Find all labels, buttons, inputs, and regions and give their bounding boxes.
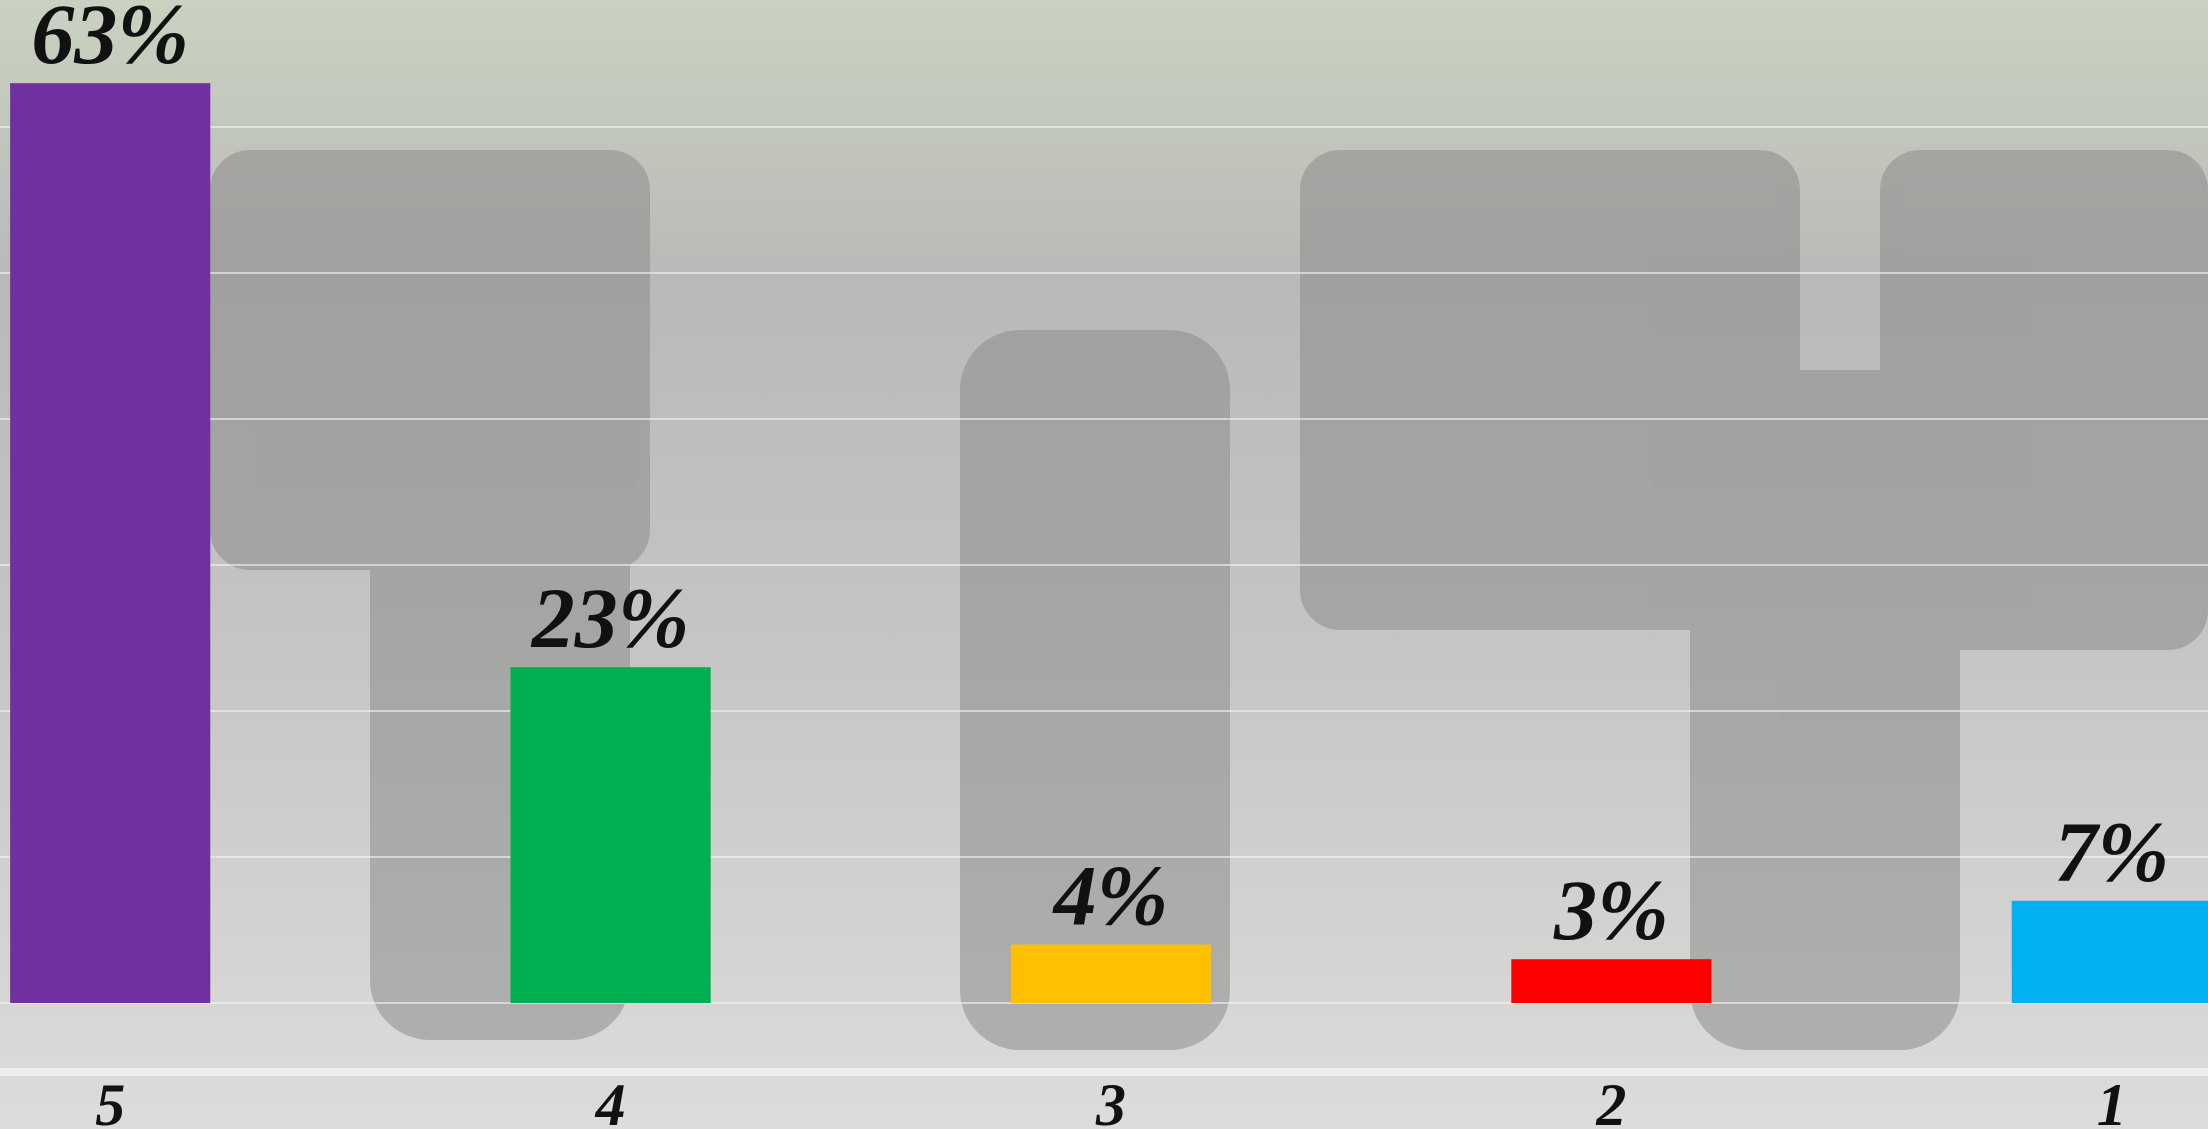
bar xyxy=(10,83,211,1003)
value-label: 23% xyxy=(530,570,690,666)
x-tick-label: 2 xyxy=(1595,1072,1626,1129)
value-label: 3% xyxy=(1553,862,1669,958)
value-label: 63% xyxy=(31,0,189,82)
x-tick-label: 3 xyxy=(1095,1072,1126,1129)
bar xyxy=(1511,959,1712,1003)
x-tick-label: 1 xyxy=(2097,1072,2127,1129)
bar xyxy=(510,667,711,1003)
ground-line xyxy=(0,1068,2208,1076)
value-label: 7% xyxy=(2054,804,2169,900)
bar xyxy=(1010,944,1212,1003)
photo-figures xyxy=(210,150,2208,1050)
x-tick-label: 5 xyxy=(95,1072,125,1129)
bar xyxy=(2011,900,2208,1003)
x-tick-label: 4 xyxy=(595,1072,626,1129)
value-label: 4% xyxy=(1052,848,1169,944)
